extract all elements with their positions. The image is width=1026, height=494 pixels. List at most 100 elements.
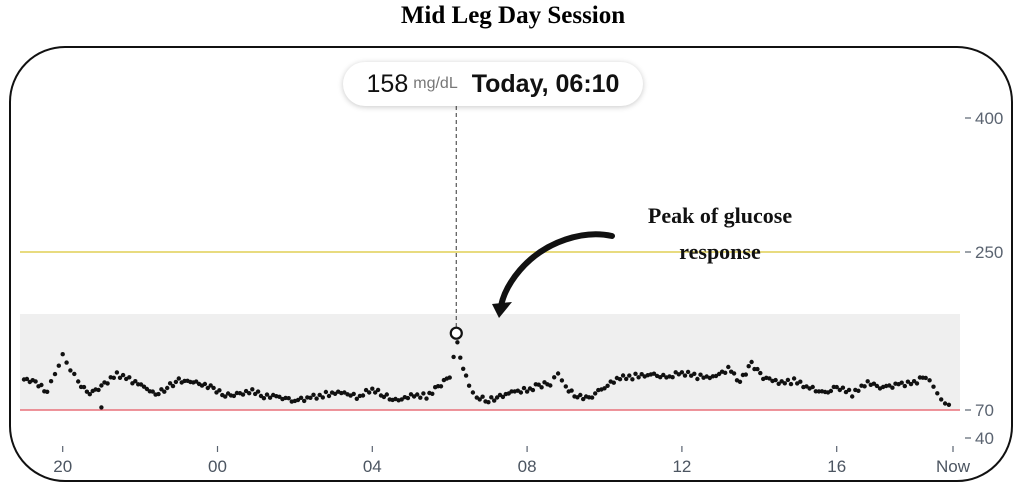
glucose-point bbox=[605, 383, 610, 388]
glucose-point bbox=[367, 390, 372, 395]
glucose-point bbox=[447, 375, 452, 380]
glucose-point bbox=[156, 391, 161, 397]
glucose-point bbox=[111, 375, 117, 380]
glucose-point bbox=[679, 370, 685, 375]
glucose-point bbox=[451, 354, 456, 360]
glucose-point bbox=[840, 385, 846, 390]
glucose-point bbox=[902, 383, 907, 389]
glucose-point bbox=[843, 389, 849, 395]
glucose-point bbox=[494, 395, 500, 400]
glucose-point bbox=[636, 375, 641, 380]
glucose-point bbox=[170, 383, 176, 389]
y-tick-label: 40 bbox=[975, 429, 994, 448]
glucose-point bbox=[48, 379, 54, 384]
glucose-point bbox=[905, 379, 911, 384]
tooltip-value: 158 bbox=[366, 69, 409, 98]
glucose-point bbox=[785, 377, 791, 383]
glucose-point bbox=[804, 384, 809, 389]
glucose-point bbox=[743, 372, 748, 377]
glucose-point bbox=[685, 369, 691, 375]
glucose-point bbox=[255, 389, 261, 394]
glucose-points bbox=[21, 340, 952, 410]
glucose-point bbox=[159, 387, 164, 392]
highlighted-reading-marker[interactable] bbox=[449, 326, 463, 340]
glucose-point bbox=[581, 396, 586, 402]
glucose-point bbox=[946, 402, 952, 407]
glucose-point bbox=[828, 388, 834, 394]
glucose-point bbox=[837, 387, 842, 393]
glucose-point bbox=[559, 378, 565, 383]
glucose-point bbox=[890, 385, 895, 390]
y-tick-label: 250 bbox=[975, 243, 1003, 262]
glucose-point bbox=[552, 375, 557, 380]
glucose-point bbox=[415, 392, 420, 397]
glucose-point bbox=[295, 397, 301, 403]
y-tick-label: 400 bbox=[975, 109, 1003, 128]
glucose-point bbox=[373, 390, 378, 395]
glucose-point bbox=[176, 376, 181, 381]
annotation-arrow bbox=[498, 231, 615, 309]
glucose-point bbox=[76, 379, 81, 384]
glucose-point bbox=[630, 377, 635, 382]
glucose-point bbox=[723, 370, 728, 375]
glucose-point bbox=[167, 381, 173, 386]
glucose-point bbox=[52, 371, 58, 377]
glucose-point bbox=[548, 383, 553, 388]
glucose-point bbox=[539, 385, 544, 390]
glucose-point bbox=[298, 395, 304, 400]
glucose-point bbox=[217, 388, 222, 393]
glucose-point bbox=[375, 387, 381, 393]
x-tick-label: 00 bbox=[208, 457, 227, 476]
glucose-point bbox=[81, 384, 87, 390]
glucose-point bbox=[470, 390, 476, 395]
x-tick-label: 04 bbox=[363, 457, 382, 476]
glucose-point bbox=[856, 388, 861, 393]
glucose-point bbox=[530, 387, 536, 393]
glucose-point bbox=[816, 389, 822, 394]
glucose-point bbox=[424, 396, 429, 401]
glucose-point bbox=[314, 396, 319, 401]
glucose-point bbox=[716, 371, 722, 377]
glucose-point bbox=[611, 380, 616, 385]
x-tick-label: 20 bbox=[53, 457, 72, 476]
glucose-point bbox=[68, 368, 73, 373]
glucose-point bbox=[509, 389, 514, 394]
glucose-point bbox=[810, 384, 815, 390]
glucose-point bbox=[208, 383, 213, 388]
y-tick-label: 70 bbox=[975, 401, 994, 420]
glucose-point bbox=[935, 391, 940, 396]
glucose-point bbox=[56, 363, 61, 368]
tooltip-unit: mg/dL bbox=[413, 75, 458, 92]
glucose-point bbox=[492, 398, 497, 403]
glucose-point bbox=[277, 394, 282, 399]
glucose-point bbox=[363, 387, 369, 393]
glucose-point bbox=[96, 387, 101, 393]
glucose-point bbox=[405, 395, 411, 401]
target-range-band bbox=[20, 314, 960, 410]
glucose-point bbox=[569, 388, 574, 393]
glucose-point bbox=[500, 394, 506, 400]
glucose-point bbox=[286, 396, 291, 401]
glucose-point bbox=[418, 395, 423, 400]
glucose-point bbox=[593, 391, 598, 396]
glucose-point bbox=[84, 389, 90, 394]
x-tick-label: 16 bbox=[827, 457, 846, 476]
glucose-point bbox=[874, 383, 880, 389]
glucose-point bbox=[798, 379, 803, 384]
glucose-point bbox=[942, 401, 948, 406]
glucose-point bbox=[430, 391, 435, 396]
glucose-point bbox=[791, 376, 797, 381]
glucose-point bbox=[231, 393, 237, 399]
glucose-point bbox=[72, 371, 77, 377]
glucose-point bbox=[749, 359, 754, 365]
glucose-point bbox=[99, 405, 104, 410]
glucose-point bbox=[862, 384, 867, 389]
glucose-point bbox=[788, 381, 794, 387]
glucose-point bbox=[726, 364, 731, 370]
glucose-point bbox=[624, 376, 629, 382]
glucose-point bbox=[773, 377, 778, 383]
glucose-point bbox=[931, 384, 936, 389]
annotation-line-2: response bbox=[679, 239, 761, 264]
y-axis: 400 250 70 40 bbox=[965, 109, 1003, 448]
glucose-point bbox=[360, 393, 366, 398]
